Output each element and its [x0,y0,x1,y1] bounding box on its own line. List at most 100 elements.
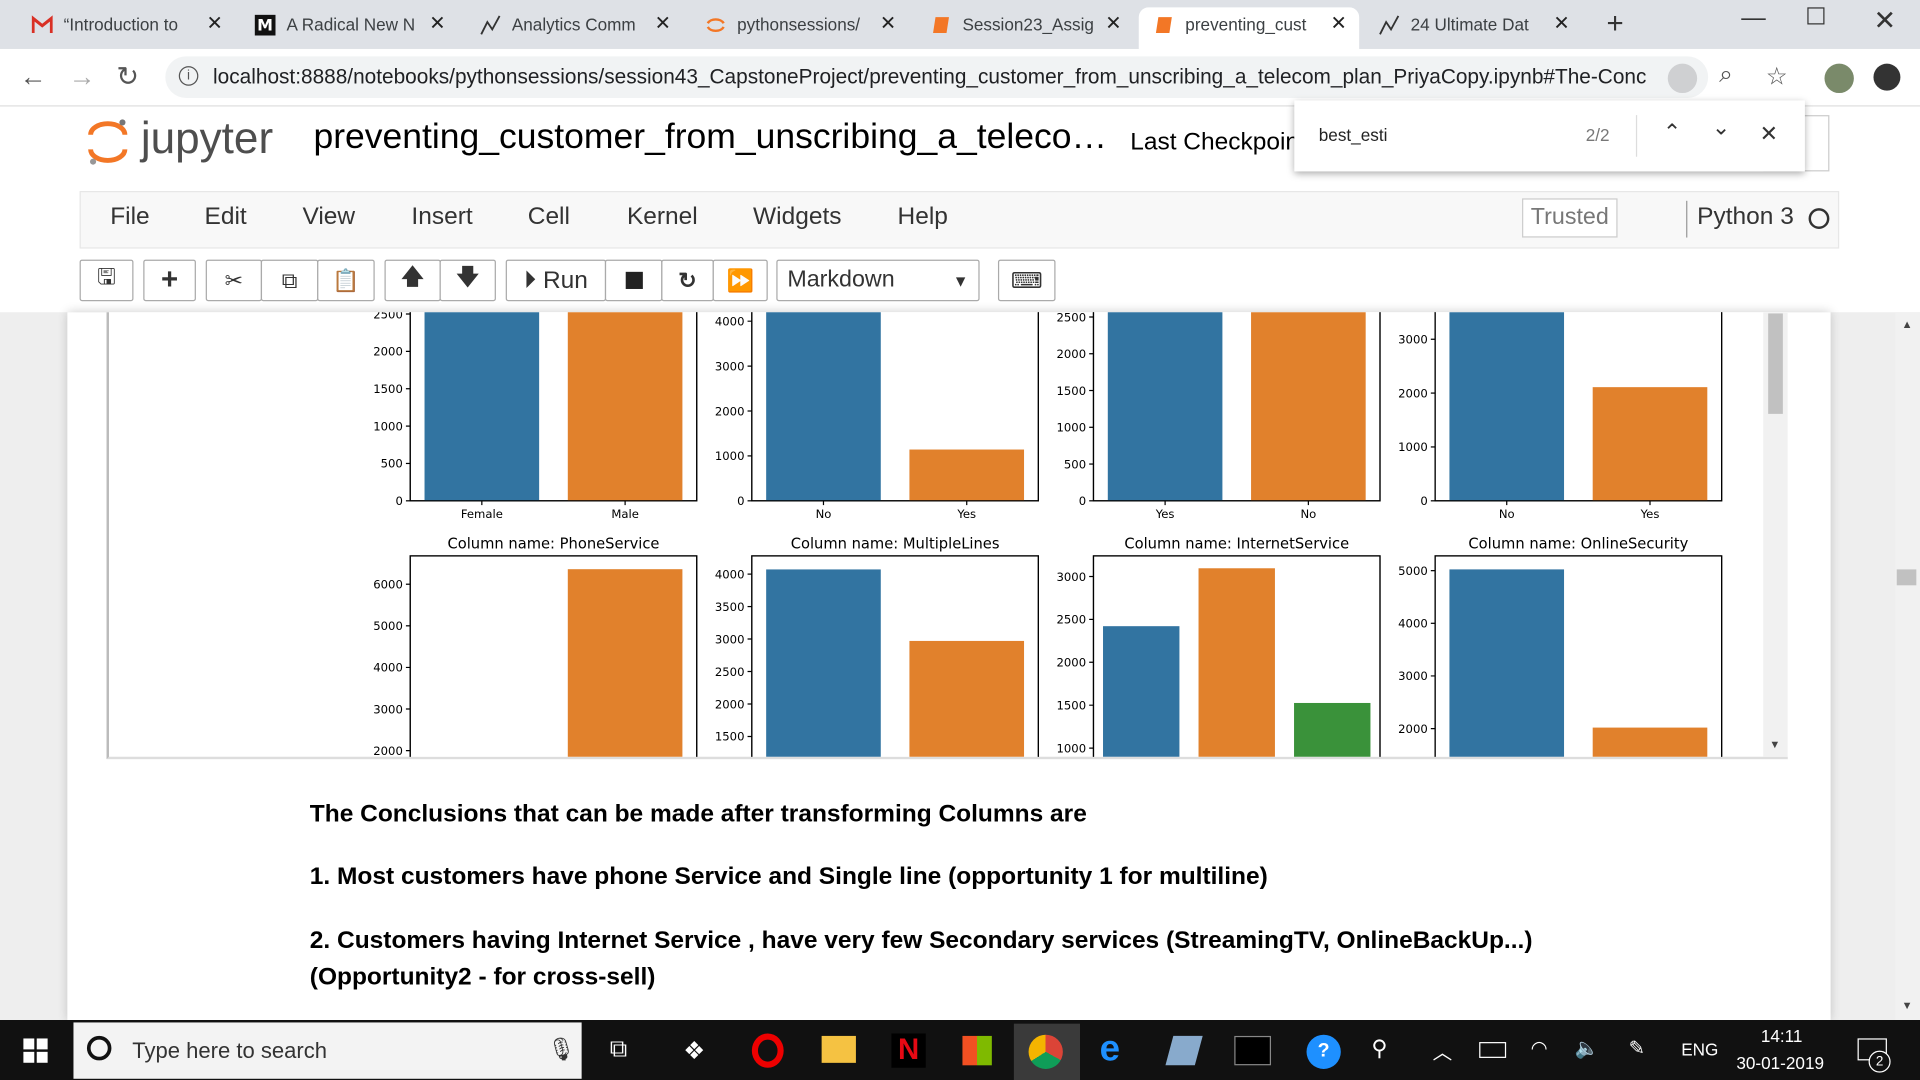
tab[interactable]: pythonsessions/ ✕ [691,7,909,49]
tab-close[interactable]: ✕ [1553,13,1570,35]
y-tick-label: 3000 [715,632,745,646]
menu-item[interactable]: Cell [527,203,570,231]
netflix-icon[interactable]: N [891,1033,926,1068]
tab[interactable]: 24 Ultimate Dat ✕ [1364,7,1582,49]
y-tick-label: 3000 [373,702,403,716]
back[interactable]: ← [19,61,47,92]
search-box[interactable] [73,1022,582,1079]
markdown-line: 1. Most customers have phone Service and… [309,863,1268,891]
run-button[interactable]: ⏵ Run [505,259,607,302]
cell-type-select[interactable]: Markdown ▼ [776,259,980,302]
language[interactable]: ENG [1681,1039,1719,1060]
trusted[interactable]: Trusted [1522,198,1618,238]
move-down[interactable]: 🡇 [439,259,496,302]
update-icon[interactable] [1873,63,1901,91]
move-up[interactable]: 🡅 [384,259,441,302]
keyboard-button[interactable]: ⌨ [997,259,1056,302]
notebook-name[interactable]: preventing_customer_from_unscribing_a_te… [313,117,1107,157]
edge-icon[interactable]: e [1099,1028,1121,1069]
tab-title: 24 Ultimate Dat [1410,14,1529,35]
minimize[interactable]: — [1741,4,1766,32]
output-scroll-thumb[interactable] [1768,313,1783,414]
close-window[interactable]: ✕ [1873,4,1897,36]
run-all-button[interactable]: ⏩ [712,259,768,302]
omnibox[interactable] [165,56,1709,98]
y-tick-label: 2500 [715,665,745,679]
avatar[interactable] [1824,63,1854,94]
find-prev[interactable]: ⌃ [1662,120,1682,145]
wifi-icon[interactable]: ◠ [1530,1038,1548,1060]
opera-icon[interactable] [751,1033,784,1068]
tab-close[interactable]: ✕ [429,13,446,35]
tab-close[interactable]: ✕ [206,13,223,35]
tab-close[interactable]: ✕ [1105,13,1122,35]
url[interactable]: localhost:8888/notebooks/pythonsessions/… [213,64,1646,89]
terminal-icon[interactable] [1234,1035,1272,1066]
zoom-icon[interactable]: ⌕ [1719,61,1733,89]
cut-button[interactable]: ✂ [205,259,263,302]
menu-item[interactable]: Widgets [753,203,842,231]
paste-button[interactable]: 📋 [317,259,375,302]
y-tick-label: 3000 [715,359,745,373]
kernel-divider [1686,200,1688,238]
restart-button[interactable]: ↻ [661,259,714,302]
start-button[interactable] [23,1038,48,1063]
volume-icon[interactable]: 🔈 [1574,1038,1600,1060]
menu-item[interactable]: File [110,203,150,231]
dropbox-icon[interactable]: ❖ [683,1038,706,1066]
y-tick-label: 3500 [715,600,745,614]
battery-icon[interactable] [1479,1042,1507,1058]
axes-border [1092,555,1381,757]
y-tick-label: 1500 [373,382,403,396]
search-placeholder[interactable]: Type here to search [132,1038,328,1063]
menu-item[interactable]: Edit [204,203,247,231]
reload[interactable]: ↻ [116,61,139,92]
x-tick-label: No [1300,507,1316,521]
bar [1294,702,1371,757]
explorer-icon[interactable] [821,1035,856,1063]
menu-item[interactable]: Help [897,203,948,231]
jupyter-wordmark: jupyter [140,112,274,163]
restore[interactable] [1807,7,1825,25]
tab-close[interactable]: ✕ [1330,13,1347,35]
clock-date[interactable]: 30-01-2019 [1736,1053,1825,1073]
bar [766,312,881,501]
menu-item[interactable]: View [302,203,356,231]
pen-icon[interactable]: ✎ [1628,1038,1645,1060]
people-icon[interactable]: ⚲ [1371,1035,1388,1061]
menu-item[interactable]: Kernel [626,203,698,231]
forward[interactable]: → [68,61,96,92]
mic-icon[interactable]: 🎙 [547,1037,576,1062]
find-close[interactable]: ✕ [1759,121,1779,146]
tray-expand[interactable]: ︿ [1432,1043,1453,1065]
page-scroll-up[interactable]: ▲ [1901,318,1913,331]
help-icon[interactable]: ? [1306,1034,1341,1069]
output-scroll-down[interactable]: ▼ [1769,738,1781,751]
tab-close[interactable]: ✕ [654,13,672,35]
tab[interactable]: M A Radical New N ✕ [240,7,458,49]
menu-item[interactable]: Insert [411,203,473,231]
save-button[interactable]: 🖫 [79,259,134,302]
tab-title: Analytics Comm [511,14,636,35]
tab[interactable]: “Introduction to ✕ [17,7,235,49]
task-view[interactable]: ⧉ [609,1035,628,1063]
tab-close[interactable]: ✕ [879,13,897,35]
new-tab[interactable]: + [1606,7,1624,41]
store-icon[interactable] [962,1035,992,1066]
y-tick-label: 3000 [1057,570,1087,584]
tab[interactable]: Session23_Assig ✕ [916,7,1134,49]
bookmark[interactable]: ☆ [1765,63,1788,91]
lens-icon[interactable] [1667,63,1698,94]
tab[interactable]: Analytics Comm ✕ [465,7,683,49]
insert-button[interactable]: + [143,259,196,302]
favicon [1379,15,1400,35]
page-scroll-thumb[interactable] [1896,569,1917,586]
copy-button[interactable]: ⧉ [260,259,319,302]
tab-active[interactable]: preventing_cust ✕ [1138,7,1360,49]
clock-time[interactable]: 14:11 [1760,1026,1803,1046]
stop-button[interactable] [604,259,663,302]
page-scroll-down[interactable]: ▼ [1901,999,1913,1012]
find-next[interactable]: ⌄ [1711,115,1731,140]
info-icon[interactable]: i [178,66,199,86]
find-query[interactable]: best_esti [1318,124,1388,145]
